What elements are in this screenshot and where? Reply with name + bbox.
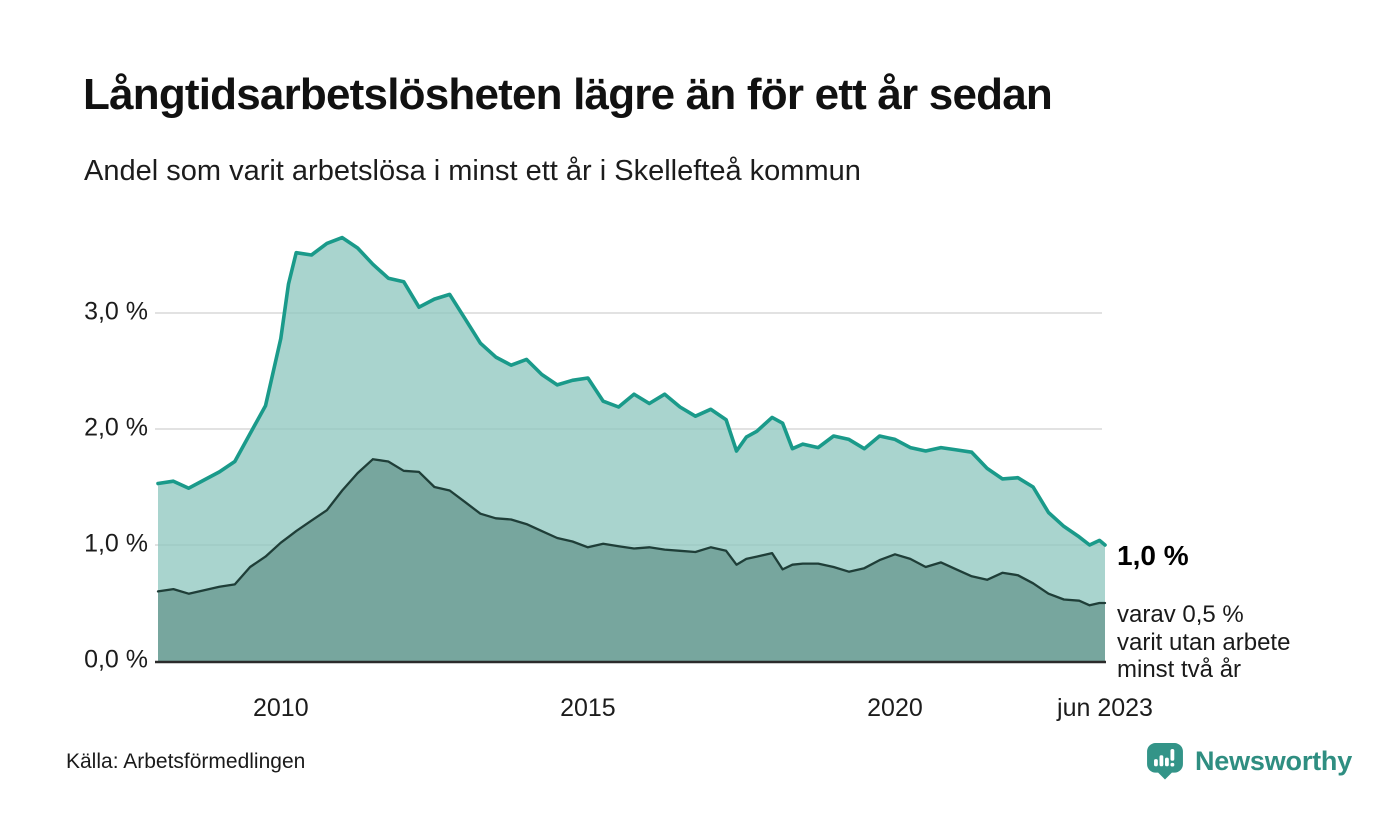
source-note: Källa: Arbetsförmedlingen <box>66 750 306 773</box>
y-tick-label: 1,0 % <box>84 529 148 558</box>
area-line-0 <box>156 235 1107 547</box>
secondary-note-line: varav 0,5 % <box>1117 601 1244 628</box>
secondary-note-line: minst två år <box>1117 656 1242 683</box>
chart-subtitle: Andel som varit arbetslösa i minst ett å… <box>84 155 861 187</box>
x-tick-label: 2020 <box>867 694 923 722</box>
page-title: Långtidsarbetslösheten lägre än för ett … <box>83 70 1053 119</box>
secondary-note-line: varit utan arbete <box>1117 628 1291 656</box>
y-tick-label: 3,0 % <box>84 297 148 326</box>
x-tick-label: 2010 <box>253 694 309 722</box>
y-tick-label: 0,0 % <box>84 645 148 674</box>
latest-value-label: 1,0 % <box>1117 540 1189 571</box>
brand: Newsworthy <box>1146 742 1352 780</box>
brand-name: Newsworthy <box>1195 745 1353 776</box>
y-tick-label: 2,0 % <box>84 413 148 442</box>
latest-secondary-note: varav 0,5 % varit utan arbete minst två … <box>1117 601 1290 684</box>
x-tick-label: 2015 <box>560 694 616 722</box>
x-tick-label: jun 2023 <box>1057 694 1153 722</box>
newsworthy-logo-icon <box>1147 743 1183 780</box>
area-fill-1 <box>158 459 1105 661</box>
area-line-1 <box>156 458 1107 607</box>
